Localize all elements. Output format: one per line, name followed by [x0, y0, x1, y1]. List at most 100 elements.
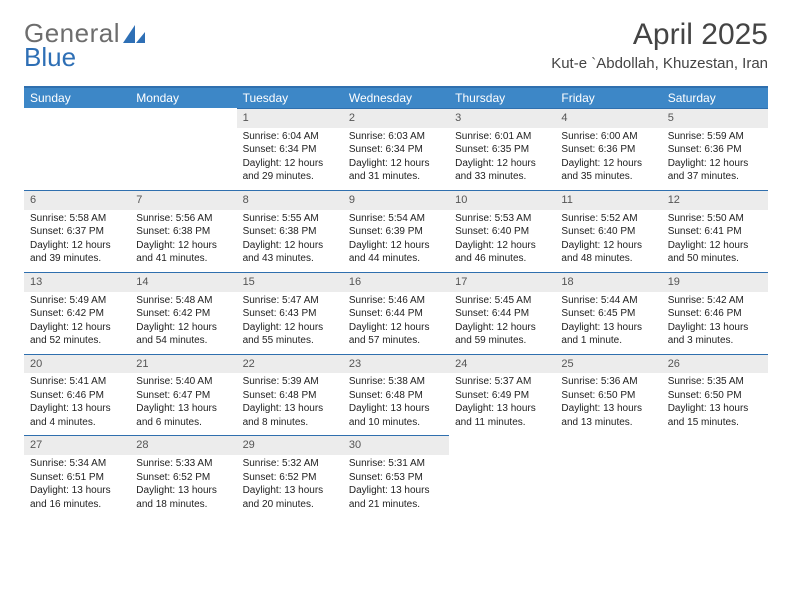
calendar-cell-empty [24, 108, 130, 190]
day-line: Daylight: 12 hours [243, 239, 337, 253]
day-line: and 48 minutes. [561, 252, 655, 266]
calendar-cell-empty [449, 435, 555, 517]
calendar-cell-empty [662, 435, 768, 517]
calendar-cell: 8Sunrise: 5:55 AMSunset: 6:38 PMDaylight… [237, 190, 343, 272]
day-line: Sunrise: 5:33 AM [136, 457, 230, 471]
calendar-cell: 12Sunrise: 5:50 AMSunset: 6:41 PMDayligh… [662, 190, 768, 272]
day-body: Sunrise: 5:53 AMSunset: 6:40 PMDaylight:… [449, 210, 555, 266]
day-line: Daylight: 13 hours [561, 402, 655, 416]
day-line: Sunrise: 5:46 AM [349, 294, 443, 308]
day-line: Daylight: 13 hours [136, 402, 230, 416]
day-line: and 50 minutes. [668, 252, 762, 266]
day-line: Sunrise: 6:04 AM [243, 130, 337, 144]
calendar-cell: 6Sunrise: 5:58 AMSunset: 6:37 PMDaylight… [24, 190, 130, 272]
day-line: and 43 minutes. [243, 252, 337, 266]
day-line: Sunrise: 5:40 AM [136, 375, 230, 389]
day-line: and 57 minutes. [349, 334, 443, 348]
day-line: and 8 minutes. [243, 416, 337, 430]
day-line: and 20 minutes. [243, 498, 337, 512]
calendar-cell: 15Sunrise: 5:47 AMSunset: 6:43 PMDayligh… [237, 272, 343, 354]
day-line: Sunrise: 5:44 AM [561, 294, 655, 308]
day-number: 7 [130, 191, 236, 210]
day-line: and 1 minute. [561, 334, 655, 348]
day-line: and 6 minutes. [136, 416, 230, 430]
day-body: Sunrise: 5:59 AMSunset: 6:36 PMDaylight:… [662, 128, 768, 184]
calendar-cell-empty [555, 435, 661, 517]
weekday-header: Friday [555, 87, 661, 108]
day-body: Sunrise: 6:04 AMSunset: 6:34 PMDaylight:… [237, 128, 343, 184]
day-line: Daylight: 12 hours [668, 157, 762, 171]
page-title: April 2025 [551, 18, 768, 51]
day-line: and 46 minutes. [455, 252, 549, 266]
day-line: Sunset: 6:34 PM [349, 143, 443, 157]
day-body: Sunrise: 5:40 AMSunset: 6:47 PMDaylight:… [130, 373, 236, 429]
day-line: Daylight: 13 hours [243, 402, 337, 416]
day-number: 1 [237, 109, 343, 128]
day-body: Sunrise: 5:39 AMSunset: 6:48 PMDaylight:… [237, 373, 343, 429]
day-number: 8 [237, 191, 343, 210]
day-line: Daylight: 13 hours [668, 402, 762, 416]
calendar-head: SundayMondayTuesdayWednesdayThursdayFrid… [24, 87, 768, 108]
day-line: Sunrise: 5:53 AM [455, 212, 549, 226]
day-line: and 55 minutes. [243, 334, 337, 348]
day-number: 20 [24, 355, 130, 374]
calendar-cell: 13Sunrise: 5:49 AMSunset: 6:42 PMDayligh… [24, 272, 130, 354]
calendar-cell: 16Sunrise: 5:46 AMSunset: 6:44 PMDayligh… [343, 272, 449, 354]
calendar-cell: 19Sunrise: 5:42 AMSunset: 6:46 PMDayligh… [662, 272, 768, 354]
calendar-cell: 25Sunrise: 5:36 AMSunset: 6:50 PMDayligh… [555, 354, 661, 436]
day-body: Sunrise: 5:42 AMSunset: 6:46 PMDaylight:… [662, 292, 768, 348]
title-block: April 2025 Kut-e `Abdollah, Khuzestan, I… [551, 18, 768, 72]
day-number: 26 [662, 355, 768, 374]
day-line: Sunrise: 6:03 AM [349, 130, 443, 144]
day-line: Daylight: 13 hours [30, 402, 124, 416]
day-body: Sunrise: 5:58 AMSunset: 6:37 PMDaylight:… [24, 210, 130, 266]
page-subtitle: Kut-e `Abdollah, Khuzestan, Iran [551, 55, 768, 72]
calendar-cell: 3Sunrise: 6:01 AMSunset: 6:35 PMDaylight… [449, 108, 555, 190]
day-line: Sunrise: 5:56 AM [136, 212, 230, 226]
calendar-cell: 2Sunrise: 6:03 AMSunset: 6:34 PMDaylight… [343, 108, 449, 190]
day-line: Sunrise: 5:35 AM [668, 375, 762, 389]
weekday-header: Saturday [662, 87, 768, 108]
day-line: Sunrise: 5:39 AM [243, 375, 337, 389]
day-number: 28 [130, 436, 236, 455]
calendar-cell: 17Sunrise: 5:45 AMSunset: 6:44 PMDayligh… [449, 272, 555, 354]
day-body: Sunrise: 5:52 AMSunset: 6:40 PMDaylight:… [555, 210, 661, 266]
day-line: Daylight: 12 hours [668, 239, 762, 253]
calendar-row: 1Sunrise: 6:04 AMSunset: 6:34 PMDaylight… [24, 108, 768, 190]
day-line: Daylight: 13 hours [243, 484, 337, 498]
day-line: and 4 minutes. [30, 416, 124, 430]
day-line: Sunset: 6:41 PM [668, 225, 762, 239]
day-body: Sunrise: 5:41 AMSunset: 6:46 PMDaylight:… [24, 373, 130, 429]
day-line: Sunset: 6:43 PM [243, 307, 337, 321]
day-number: 19 [662, 273, 768, 292]
day-body: Sunrise: 6:03 AMSunset: 6:34 PMDaylight:… [343, 128, 449, 184]
day-line: and 59 minutes. [455, 334, 549, 348]
calendar-cell: 30Sunrise: 5:31 AMSunset: 6:53 PMDayligh… [343, 435, 449, 517]
day-line: Sunrise: 5:45 AM [455, 294, 549, 308]
day-body: Sunrise: 5:45 AMSunset: 6:44 PMDaylight:… [449, 292, 555, 348]
sail-icon [123, 25, 145, 43]
day-line: Daylight: 12 hours [243, 157, 337, 171]
day-line: Sunset: 6:38 PM [243, 225, 337, 239]
day-line: and 3 minutes. [668, 334, 762, 348]
calendar-cell: 27Sunrise: 5:34 AMSunset: 6:51 PMDayligh… [24, 435, 130, 517]
day-line: Sunset: 6:34 PM [243, 143, 337, 157]
day-line: Sunrise: 5:52 AM [561, 212, 655, 226]
day-line: and 16 minutes. [30, 498, 124, 512]
day-line: and 29 minutes. [243, 170, 337, 184]
day-line: and 52 minutes. [30, 334, 124, 348]
day-body: Sunrise: 5:48 AMSunset: 6:42 PMDaylight:… [130, 292, 236, 348]
day-body: Sunrise: 5:33 AMSunset: 6:52 PMDaylight:… [130, 455, 236, 511]
weekday-header: Sunday [24, 87, 130, 108]
day-line: Daylight: 12 hours [243, 321, 337, 335]
day-line: and 33 minutes. [455, 170, 549, 184]
day-line: Daylight: 12 hours [30, 321, 124, 335]
day-line: Sunrise: 5:42 AM [668, 294, 762, 308]
day-line: Sunset: 6:35 PM [455, 143, 549, 157]
day-line: Sunset: 6:42 PM [30, 307, 124, 321]
day-body: Sunrise: 6:01 AMSunset: 6:35 PMDaylight:… [449, 128, 555, 184]
day-line: and 15 minutes. [668, 416, 762, 430]
day-line: Sunrise: 5:59 AM [668, 130, 762, 144]
day-number: 24 [449, 355, 555, 374]
day-number: 22 [237, 355, 343, 374]
